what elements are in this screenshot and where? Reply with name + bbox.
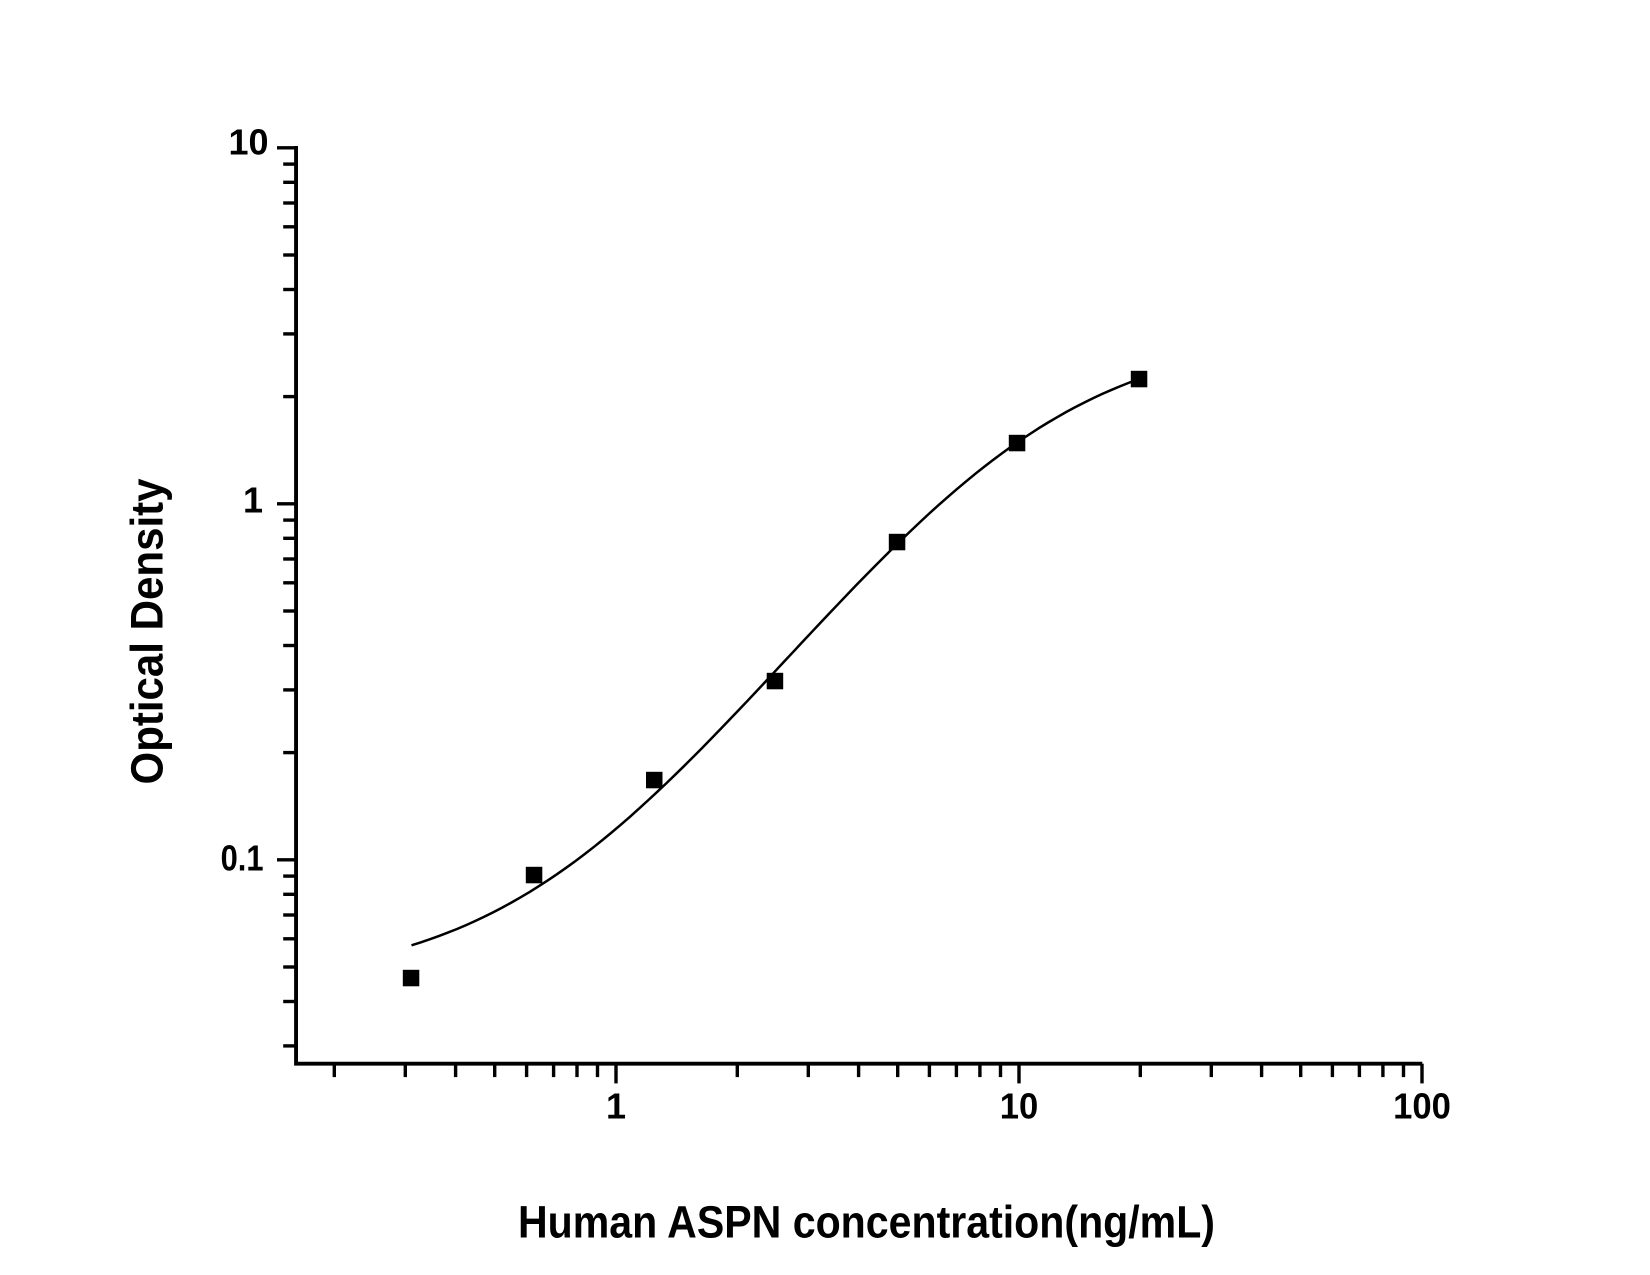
svg-text:Optical Density: Optical Density: [122, 479, 173, 785]
svg-text:0.1: 0.1: [221, 838, 264, 879]
svg-text:1: 1: [606, 1085, 626, 1126]
svg-text:10: 10: [1000, 1085, 1039, 1126]
svg-text:1: 1: [243, 480, 263, 521]
svg-text:10: 10: [228, 122, 268, 163]
svg-text:100: 100: [1393, 1085, 1451, 1126]
svg-text:Human ASPN concentration(ng/mL: Human ASPN concentration(ng/mL): [518, 1197, 1215, 1248]
